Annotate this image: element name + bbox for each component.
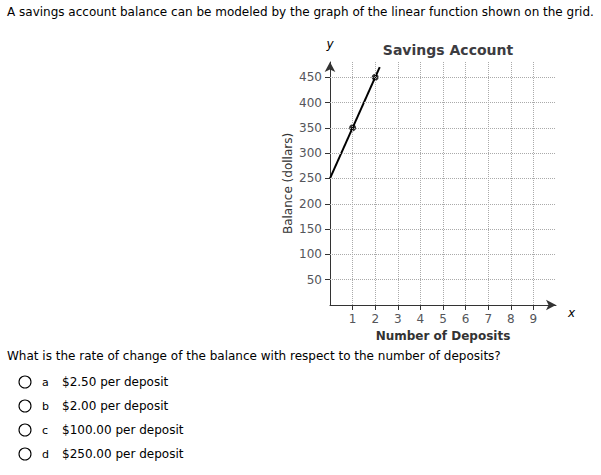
svg-text:What is the rate of change of: What is the rate of change of the balanc… xyxy=(7,349,501,363)
svg-text:A savings account balance can: A savings account balance can be modeled… xyxy=(7,5,594,19)
svg-text:c: c xyxy=(42,424,48,437)
svg-text:Savings Account: Savings Account xyxy=(383,42,514,58)
svg-text:5: 5 xyxy=(439,312,447,326)
svg-text:$2.50 per deposit: $2.50 per deposit xyxy=(62,375,168,389)
svg-text:Balance (dollars): Balance (dollars) xyxy=(281,133,295,234)
svg-text:x: x xyxy=(567,306,576,320)
svg-text:a: a xyxy=(42,376,49,389)
svg-text:350: 350 xyxy=(299,121,322,135)
svg-text:200: 200 xyxy=(299,197,322,211)
svg-text:y: y xyxy=(325,37,334,51)
svg-text:3: 3 xyxy=(394,312,402,326)
svg-text:250: 250 xyxy=(299,171,322,185)
svg-text:6: 6 xyxy=(462,312,470,326)
svg-text:1: 1 xyxy=(349,312,357,326)
svg-text:50: 50 xyxy=(307,273,322,287)
svg-text:100: 100 xyxy=(299,247,322,261)
svg-text:2: 2 xyxy=(371,312,379,326)
svg-text:8: 8 xyxy=(507,312,515,326)
svg-text:7: 7 xyxy=(484,312,492,326)
svg-text:4: 4 xyxy=(417,312,425,326)
svg-text:$2.00 per deposit: $2.00 per deposit xyxy=(62,399,168,413)
svg-text:9: 9 xyxy=(530,312,538,326)
svg-text:150: 150 xyxy=(299,222,322,236)
svg-text:$250.00 per deposit: $250.00 per deposit xyxy=(62,447,184,461)
svg-text:b: b xyxy=(42,400,49,413)
svg-text:Number of Deposits: Number of Deposits xyxy=(376,329,511,343)
svg-text:$100.00 per deposit: $100.00 per deposit xyxy=(62,423,184,437)
svg-text:d: d xyxy=(42,448,49,461)
svg-text:300: 300 xyxy=(299,146,322,160)
svg-text:400: 400 xyxy=(299,96,322,110)
svg-text:450: 450 xyxy=(299,70,322,84)
